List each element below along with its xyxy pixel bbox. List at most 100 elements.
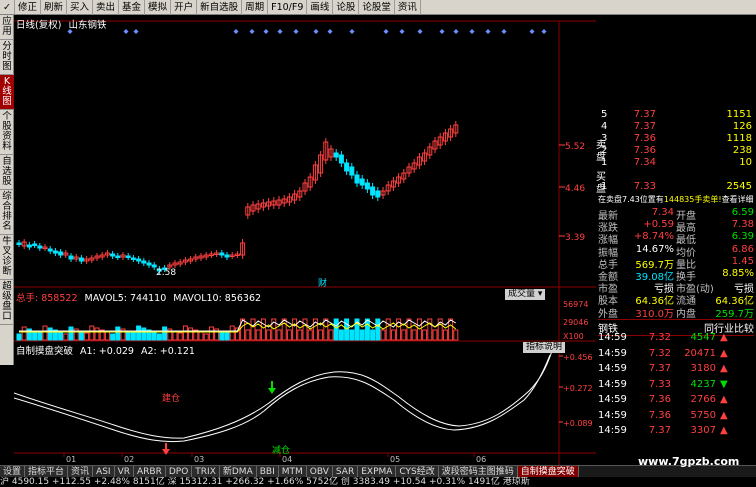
candle-body	[219, 252, 225, 256]
volume-bar	[136, 325, 142, 341]
tick-volume: 4237	[690, 378, 716, 390]
volume-bar	[234, 327, 240, 341]
candle-body	[37, 245, 43, 249]
event-diamond-icon[interactable]	[277, 29, 283, 34]
event-diamond-icon[interactable]	[349, 29, 355, 34]
event-diamond-icon[interactable]	[327, 29, 333, 34]
candle-body	[380, 190, 386, 196]
sidebar-tab[interactable]: 分时图	[0, 40, 14, 75]
event-diamond-icon[interactable]	[399, 29, 405, 34]
event-diamond-icon[interactable]	[417, 29, 423, 34]
indicator-tab[interactable]: DPO	[165, 465, 193, 478]
tick-direction-icon: ▼	[720, 378, 728, 390]
indicator-tab[interactable]: OBV	[306, 465, 333, 478]
volume-tick-label: X100	[563, 332, 584, 341]
indicator-tab[interactable]: 自制摸盘突破	[517, 465, 579, 478]
candle-body	[411, 162, 417, 170]
volume-legend: 总手: 858522 MAVOL5: 744110 MAVOL10: 85636…	[16, 290, 261, 304]
indicator-tab[interactable]: 指标平台	[25, 465, 69, 478]
indicator-tab[interactable]: 波段密码主图推码	[438, 465, 518, 478]
toolbar-item[interactable]: 买入	[67, 0, 94, 15]
event-diamond-icon[interactable]	[529, 29, 535, 34]
candle-body	[448, 128, 454, 138]
event-diamond-icon[interactable]	[541, 29, 547, 34]
event-diamond-icon[interactable]	[501, 29, 507, 34]
indicator-tick-label: +0.272	[563, 384, 593, 393]
volume-bar	[323, 318, 329, 341]
sidebar-tab[interactable]: 应用	[0, 15, 14, 40]
event-diamond-icon[interactable]	[233, 29, 239, 34]
kline-chart-area[interactable]: 5.52 4.46 3.39 56974 29046 X100 +0.456 +0.272 +0…	[14, 15, 596, 465]
industry-row[interactable]: 钢铁 同行业比较	[598, 319, 754, 336]
candle-body	[125, 255, 131, 258]
volume-tick-label: 56974	[563, 300, 588, 309]
indicator-tab[interactable]: 资讯	[68, 465, 94, 478]
event-diamond-icon[interactable]	[485, 29, 491, 34]
toolbar-item[interactable]: 论股堂	[359, 0, 395, 15]
indicator-tab[interactable]: VR	[114, 465, 134, 478]
toolbar-item[interactable]: 模拟	[145, 0, 172, 15]
event-diamond-icon[interactable]	[469, 29, 475, 34]
candle-body	[437, 136, 443, 146]
sidebar-tab[interactable]: 超级盘口	[0, 280, 14, 325]
indicator-tab[interactable]: TRIX	[192, 465, 220, 478]
indicator-help-button[interactable]: 指标说明	[523, 342, 566, 353]
toolbar-item[interactable]: 新自选股	[197, 0, 243, 15]
sidebar-tab[interactable]: K线图	[0, 75, 14, 110]
volume-dropdown[interactable]: 成交量 ▾	[505, 289, 546, 300]
sidebar-tab[interactable]: 个股资料	[0, 110, 14, 155]
toolbar-item[interactable]: 卖出	[93, 0, 120, 15]
candle-body	[318, 154, 324, 174]
event-diamond-icon[interactable]	[263, 29, 269, 34]
toolbar-item[interactable]: 论股	[333, 0, 360, 15]
event-diamond-icon[interactable]	[439, 29, 445, 34]
candle-body	[250, 204, 256, 212]
volume-bar	[328, 329, 334, 341]
period-label[interactable]: 日线(复权)	[16, 20, 62, 31]
event-diamond-icon[interactable]	[67, 29, 73, 34]
event-diamond-icon[interactable]	[249, 29, 255, 34]
finance-marker[interactable]: 财	[318, 279, 328, 289]
indicator-name[interactable]: 自制摸盘突破	[16, 346, 74, 357]
toolbar-item[interactable]: 修正	[15, 0, 41, 15]
indicator-tab[interactable]: 新DMA	[219, 465, 257, 478]
toolbar-item[interactable]: 资讯	[395, 0, 421, 15]
event-diamond-icon[interactable]	[133, 29, 139, 34]
indicator-tab[interactable]: EXPMA	[358, 465, 397, 478]
quote-label: 涨跌	[598, 223, 618, 235]
sidebar-tab[interactable]: 牛叉诊断	[0, 235, 14, 280]
indicator-tab[interactable]: MTM	[278, 465, 307, 478]
big-order-alert[interactable]: 在卖盘7.43位置有144835手卖单!查看详细	[598, 194, 754, 205]
indicator-tab[interactable]: 设置	[0, 465, 26, 478]
quote-value: 64.36亿	[635, 296, 674, 308]
event-diamond-icon[interactable]	[453, 29, 459, 34]
sidebar-tab[interactable]: 自选股	[0, 155, 14, 190]
event-diamond-icon[interactable]	[313, 29, 319, 34]
indicator-tab[interactable]: ASI	[93, 465, 115, 478]
toolbar-item[interactable]: ✓	[0, 0, 15, 15]
toolbar-item[interactable]: 开户	[171, 0, 198, 15]
toolbar-item[interactable]: 基金	[119, 0, 146, 15]
volume-bar	[401, 329, 407, 341]
event-diamond-icon[interactable]	[383, 29, 389, 34]
stock-name: 山东钢铁	[68, 20, 107, 31]
sidebar-tab[interactable]: 综合排名	[0, 190, 14, 235]
event-diamond-icon[interactable]	[123, 29, 129, 34]
event-diamond-icon[interactable]	[293, 29, 299, 34]
volume-bar	[162, 326, 168, 341]
toolbar-item[interactable]: F10/F9	[268, 0, 308, 15]
candle-body	[58, 251, 64, 256]
mavol10-value: MAVOL10: 856362	[173, 293, 262, 304]
toolbar-item[interactable]: 周期	[242, 0, 269, 15]
candle-body	[344, 162, 350, 172]
alert-detail-link[interactable]: 查看详细	[721, 195, 754, 204]
indicator-tab[interactable]: ARBR	[134, 465, 166, 478]
volume-bar	[370, 329, 376, 341]
indicator-tab[interactable]: CYS经改	[396, 465, 439, 478]
indicator-tab[interactable]: BBI	[256, 465, 279, 478]
candle-body	[214, 252, 220, 255]
indicator-tab[interactable]: SAR	[332, 465, 359, 478]
industry-compare-link[interactable]: 同行业比较	[704, 324, 754, 335]
toolbar-item[interactable]: 刷新	[41, 0, 67, 15]
toolbar-item[interactable]: 画线	[307, 0, 334, 15]
